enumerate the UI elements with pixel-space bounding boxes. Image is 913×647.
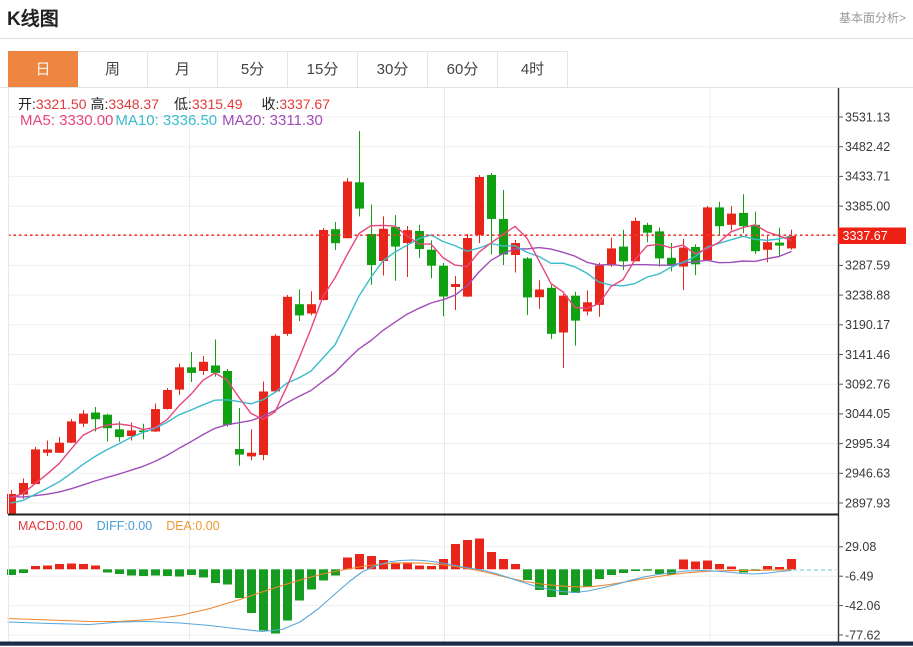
- svg-text:2897.93: 2897.93: [845, 496, 890, 510]
- svg-text:3433.71: 3433.71: [845, 170, 890, 184]
- svg-text:29.08: 29.08: [845, 540, 876, 554]
- svg-text:-42.06: -42.06: [845, 599, 880, 613]
- svg-text:2995.34: 2995.34: [845, 437, 890, 451]
- svg-text:3337.67: 3337.67: [843, 229, 888, 243]
- svg-text:3287.59: 3287.59: [845, 259, 890, 273]
- svg-text:3141.46: 3141.46: [845, 348, 890, 362]
- svg-text:3190.17: 3190.17: [845, 318, 890, 332]
- svg-text:3482.42: 3482.42: [845, 140, 890, 154]
- svg-text:2946.63: 2946.63: [845, 467, 890, 481]
- svg-text:3044.05: 3044.05: [845, 407, 890, 421]
- svg-text:-6.49: -6.49: [845, 570, 874, 584]
- svg-text:3238.88: 3238.88: [845, 288, 890, 302]
- svg-text:3385.00: 3385.00: [845, 199, 890, 213]
- svg-text:3092.76: 3092.76: [845, 378, 890, 392]
- svg-text:3531.13: 3531.13: [845, 110, 890, 124]
- svg-text:-77.62: -77.62: [845, 628, 880, 642]
